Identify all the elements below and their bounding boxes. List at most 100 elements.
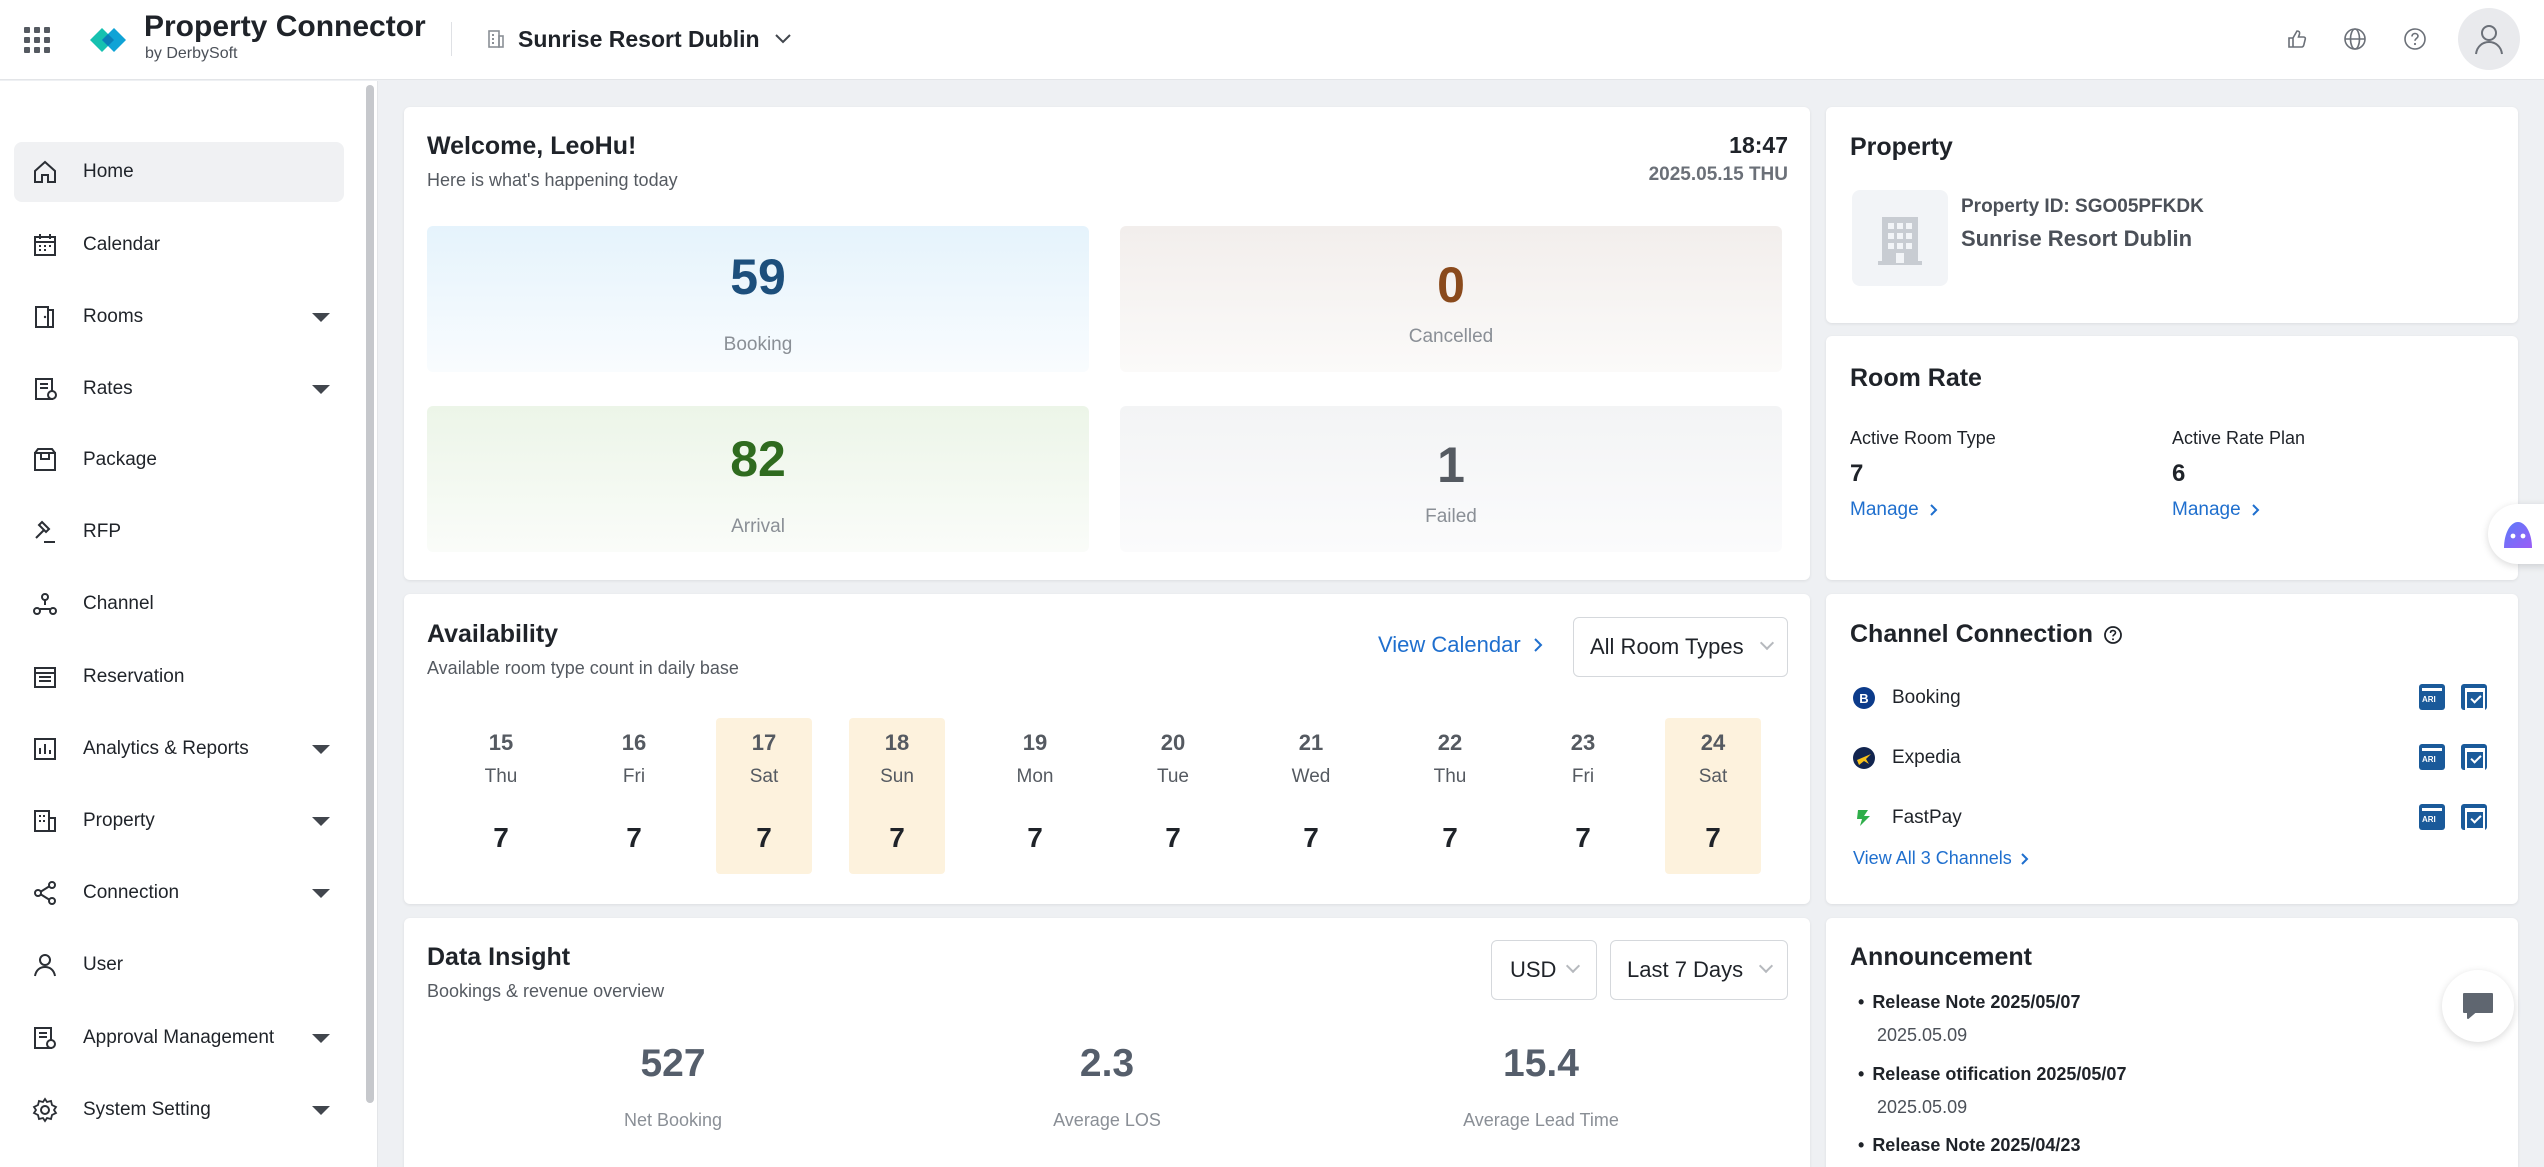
cancelled-label: Cancelled <box>1408 326 1494 347</box>
rates-icon <box>35 378 57 400</box>
app-grid-icon[interactable] <box>24 27 50 53</box>
day-weekday: Sun <box>880 766 914 787</box>
thumbs-up-icon[interactable] <box>2280 22 2314 56</box>
availability-title: Availability <box>427 620 559 648</box>
availability-day[interactable]: 20 Tue 7 <box>1125 718 1221 874</box>
sidebar-item-connection[interactable]: Connection <box>14 863 344 923</box>
net-booking-label: Net Booking <box>623 1110 723 1130</box>
assistant-button[interactable] <box>2488 504 2544 564</box>
share-icon <box>34 881 56 905</box>
ari-icon[interactable] <box>2419 744 2445 770</box>
manage-room-type-link[interactable]: Manage <box>1850 499 1938 521</box>
sidebar-item-analytics[interactable]: Analytics & Reports <box>14 719 344 779</box>
help-icon[interactable] <box>2103 625 2123 645</box>
current-time: 18:47 <box>1729 132 1788 158</box>
availability-day[interactable]: 15 Thu 7 <box>453 718 549 874</box>
property-name: Sunrise Resort Dublin <box>1961 226 2193 251</box>
calendar-icon <box>34 234 56 256</box>
availability-day[interactable]: 22 Thu 7 <box>1402 718 1498 874</box>
property-selector[interactable]: Sunrise Resort Dublin <box>488 22 792 56</box>
sidebar-item-rates[interactable]: Rates <box>14 359 344 419</box>
sidebar-item-channel[interactable]: Channel <box>14 574 344 634</box>
reservation-check-icon[interactable] <box>2461 684 2487 710</box>
approval-icon <box>34 1027 56 1049</box>
sidebar-item-user[interactable]: User <box>14 935 344 995</box>
day-count: 7 <box>493 822 509 853</box>
arrival-count: 82 <box>730 431 786 487</box>
chart-icon <box>34 738 56 760</box>
manage-rate-plan-link[interactable]: Manage <box>2172 499 2260 521</box>
door-icon <box>35 306 54 328</box>
day-weekday: Sat <box>749 766 779 787</box>
day-count: 7 <box>1575 822 1591 853</box>
arrival-label: Arrival <box>731 516 785 537</box>
availability-day[interactable]: 17 Sat 7 <box>716 718 812 874</box>
day-date: 17 <box>751 730 777 755</box>
reservation-check-icon[interactable] <box>2461 744 2487 770</box>
manage-label: Manage <box>2172 499 2241 520</box>
building-icon <box>1878 217 1922 265</box>
caret-down-icon <box>312 385 330 394</box>
arrival-stat[interactable]: 82 Arrival <box>427 406 1089 552</box>
user-avatar[interactable] <box>2458 8 2520 70</box>
sidebar-scrollbar[interactable] <box>366 85 374 1103</box>
announcement-item-title: Release Note 2025/04/23 <box>1858 1135 2080 1156</box>
caret-down-icon <box>312 1034 330 1043</box>
sidebar-item-package[interactable]: Package <box>14 430 344 490</box>
chat-button[interactable] <box>2442 970 2514 1042</box>
sidebar-item-label: Reservation <box>83 666 185 687</box>
chat-bubble-icon <box>2463 993 2493 1019</box>
svg-text:B: B <box>1859 691 1868 706</box>
sidebar-item-property[interactable]: Property <box>14 791 344 851</box>
sidebar-item-rfp[interactable]: RFP <box>14 502 344 562</box>
ari-icon[interactable] <box>2419 684 2445 710</box>
cancelled-stat[interactable]: 0 Cancelled <box>1120 226 1782 372</box>
availability-day[interactable]: 23 Fri 7 <box>1535 718 1631 874</box>
globe-icon[interactable] <box>2338 22 2372 56</box>
caret-down-icon <box>312 889 330 898</box>
sidebar-item-rooms[interactable]: Rooms <box>14 287 344 347</box>
sidebar-item-home[interactable]: Home <box>14 142 344 202</box>
availability-day[interactable]: 16 Fri 7 <box>586 718 682 874</box>
currency-select[interactable]: USD <box>1491 940 1597 1000</box>
channel-row-fastpay: FastPay <box>1852 798 2502 838</box>
sidebar-item-label: Approval Management <box>83 1027 275 1048</box>
day-date: 20 <box>1160 730 1186 755</box>
currency-select-value: USD <box>1510 957 1557 982</box>
sidebar-item-label: System Setting <box>83 1099 211 1120</box>
reservation-check-icon[interactable] <box>2461 804 2487 830</box>
ari-icon[interactable] <box>2419 804 2445 830</box>
sidebar-item-label: User <box>83 954 124 975</box>
announcement-item[interactable]: Release Note 2025/04/23 <box>1858 1135 2080 1156</box>
property-card-title: Property <box>1850 133 1953 161</box>
day-count: 7 <box>1027 822 1043 853</box>
view-calendar-link[interactable]: View Calendar <box>1378 632 1543 658</box>
gear-icon <box>32 1097 58 1123</box>
availability-day[interactable]: 18 Sun 7 <box>849 718 945 874</box>
availability-day[interactable]: 21 Wed 7 <box>1263 718 1359 874</box>
view-all-channels-link[interactable]: View All 3 Channels <box>1853 848 2029 869</box>
period-select[interactable]: Last 7 Days <box>1610 940 1788 1000</box>
availability-day[interactable]: 24 Sat 7 <box>1665 718 1761 874</box>
sidebar-item-reservation[interactable]: Reservation <box>14 647 344 707</box>
sidebar-item-approval[interactable]: Approval Management <box>14 1008 344 1068</box>
help-icon[interactable] <box>2398 22 2432 56</box>
booking-count: 59 <box>730 249 786 305</box>
sidebar-item-label: Calendar <box>83 234 161 255</box>
announcement-card <box>1826 918 2518 1167</box>
sidebar-item-system-setting[interactable]: System Setting <box>14 1080 344 1140</box>
announcement-item[interactable]: Release otification 2025/05/07 2025.05.0… <box>1858 1064 2126 1118</box>
announcement-item[interactable]: Release Note 2025/05/07 2025.05.09 <box>1858 992 2080 1046</box>
view-calendar-label: View Calendar <box>1378 632 1521 657</box>
announcement-title: Announcement <box>1850 943 2032 971</box>
announcement-item-title: Release Note 2025/05/07 <box>1858 992 2080 1013</box>
sidebar-item-label: Connection <box>83 882 180 903</box>
booking-stat[interactable]: 59 Booking <box>427 226 1089 372</box>
package-icon <box>34 448 56 471</box>
day-count: 7 <box>1165 822 1181 853</box>
sidebar-item-calendar[interactable]: Calendar <box>14 215 344 275</box>
room-type-select[interactable]: All Room Types <box>1573 617 1788 677</box>
failed-stat[interactable]: 1 Failed <box>1120 406 1782 552</box>
sidebar: Home Calendar Rooms Rates Package RFP Ch… <box>0 81 378 1167</box>
availability-day[interactable]: 19 Mon 7 <box>987 718 1083 874</box>
